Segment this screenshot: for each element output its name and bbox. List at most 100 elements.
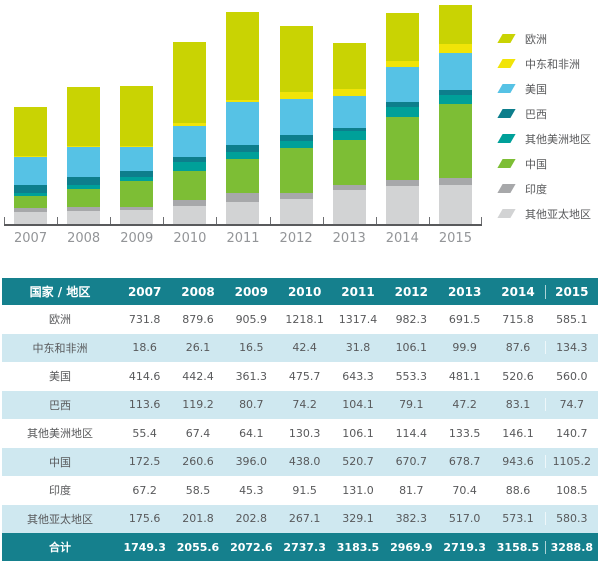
bar-segment-中东和非洲 xyxy=(438,43,472,53)
table-cell: 108.5 xyxy=(544,483,598,497)
axis-tick xyxy=(481,217,482,224)
legend-swatch-icon xyxy=(497,34,516,43)
table-cell: 2737.3 xyxy=(283,540,326,554)
stacked-bar-2011 xyxy=(226,11,260,224)
bar-segment-中国 xyxy=(438,104,472,179)
bar-segment-其他美洲地区 xyxy=(120,176,154,182)
table-cell: 201.8 xyxy=(182,512,214,526)
table-cell: 140.7 xyxy=(544,426,598,440)
bar-segment-印度 xyxy=(438,178,472,186)
table-cell: 643.3 xyxy=(342,369,374,383)
table-cell: 67.2 xyxy=(132,483,157,497)
table-cell: 329.1 xyxy=(342,512,374,526)
table-cell: 3183.5 xyxy=(336,540,380,554)
bar-segment-巴西 xyxy=(279,135,313,141)
bar-segment-美国 xyxy=(332,95,366,128)
bar-segment-中国 xyxy=(120,181,154,208)
table-cell: 67.4 xyxy=(185,426,211,440)
legend-item-印度: 印度 xyxy=(494,176,600,201)
x-axis-label-2014: 2014 xyxy=(385,231,419,246)
x-axis-label-2012: 2012 xyxy=(279,231,313,246)
axis-tick xyxy=(4,217,5,224)
legend-swatch-icon xyxy=(497,134,516,143)
row-label: 其他亚太地区 xyxy=(27,512,93,526)
legend-swatch-icon xyxy=(497,84,516,93)
table-cell: 2015 xyxy=(544,284,598,299)
table-header-row: 国家 / 地区 2007 2008 2009 2010 2011 2012 2013 2014 2… xyxy=(2,278,598,305)
table-cell: 26.1 xyxy=(185,341,211,355)
legend-label: 欧洲 xyxy=(525,32,547,46)
table-row-巴西: 巴西 113.6 119.2 80.7 74.2 104.1 79.1 47.2 83.1 74.… xyxy=(2,390,598,419)
bar-slot-2009 xyxy=(110,4,163,224)
bar-slot-2015 xyxy=(429,4,482,224)
row-label: 合计 xyxy=(49,541,71,554)
table-cell: 104.1 xyxy=(342,398,374,412)
table-cell: 520.6 xyxy=(502,369,534,383)
table-cell: 2014 xyxy=(501,284,535,299)
bar-segment-其他美洲地区 xyxy=(226,151,260,159)
bar-segment-其他亚太地区 xyxy=(67,210,101,224)
bar-segment-巴西 xyxy=(173,157,207,163)
chart-legend: 欧洲 中东和非洲 美国 巴西 其他美洲地区 中国 印度 其他亚太地区 xyxy=(494,26,600,226)
chart-plot-area xyxy=(4,4,482,226)
table-row-其他亚太地区: 其他亚太地区 175.6 201.8 202.8 267.1 329.1 382.3 517.… xyxy=(2,504,598,533)
bar-segment-巴西 xyxy=(67,176,101,185)
table-cell: 580.3 xyxy=(544,512,598,526)
bar-slot-2012 xyxy=(270,4,323,224)
bar-segment-中东和非洲 xyxy=(279,91,313,99)
table-cell: 2008 xyxy=(181,284,215,299)
bar-segment-中东和非洲 xyxy=(385,61,419,68)
bar-segment-其他亚太地区 xyxy=(226,202,260,224)
bar-slot-2013 xyxy=(323,4,376,224)
legend-swatch-icon xyxy=(497,159,516,168)
table-cell: 670.7 xyxy=(395,455,428,469)
bar-segment-巴西 xyxy=(120,171,154,177)
table-cell: 475.7 xyxy=(288,369,321,383)
table-cell: 58.5 xyxy=(185,483,211,497)
axis-tick xyxy=(216,217,218,224)
axis-tick xyxy=(163,217,165,224)
bar-segment-巴西 xyxy=(14,185,48,193)
table-row-美国: 美国 414.6 442.4 361.3 475.7 643.3 553.3 481.1 520… xyxy=(2,362,598,391)
x-axis-labels: 2007 2008 2009 2010 2011 2012 2013 2014 2015 xyxy=(4,231,482,246)
bar-segment-其他亚太地区 xyxy=(173,206,207,224)
table-cell: 42.4 xyxy=(292,341,317,355)
bar-segment-其他亚太地区 xyxy=(438,185,472,224)
table-cell: 2009 xyxy=(234,284,269,299)
table-cell: 1105.2 xyxy=(544,455,598,469)
table-cell: 267.1 xyxy=(288,512,321,526)
legend-label: 美国 xyxy=(525,82,547,96)
table-cell: 2007 xyxy=(127,284,162,299)
x-axis-label-2015: 2015 xyxy=(438,231,472,246)
x-axis-label-2010: 2010 xyxy=(173,231,207,246)
bar-segment-欧洲 xyxy=(438,4,472,44)
bar-segment-中国 xyxy=(67,189,101,207)
row-label: 印度 xyxy=(49,484,71,498)
axis-tick xyxy=(322,217,324,224)
table-cell: 2011 xyxy=(341,284,375,299)
table-cell: 438.0 xyxy=(288,455,321,469)
table-cell: 146.1 xyxy=(502,426,534,440)
legend-label: 中东和非洲 xyxy=(525,57,580,71)
axis-tick xyxy=(375,217,377,224)
bar-segment-印度 xyxy=(14,207,48,213)
bar-segment-美国 xyxy=(385,67,419,102)
table-cell: 560.0 xyxy=(544,369,598,383)
table-cell: 2072.6 xyxy=(230,540,273,554)
bar-segment-美国 xyxy=(279,98,313,136)
table-cell: 81.7 xyxy=(399,483,424,497)
table-cell: 943.6 xyxy=(502,455,534,469)
table-cell: 1317.4 xyxy=(338,312,378,326)
bar-segment-其他亚太地区 xyxy=(120,210,154,224)
row-label: 巴西 xyxy=(49,398,71,412)
stacked-bar-2008 xyxy=(67,87,101,224)
table-total-row: 合计 1749.3 2055.6 2072.6 2737.3 3183.5 2969.9 27… xyxy=(2,533,598,561)
legend-item-中国: 中国 xyxy=(494,151,600,176)
legend-swatch-icon xyxy=(497,209,516,218)
bar-segment-其他美洲地区 xyxy=(332,130,366,140)
bar-segment-其他美洲地区 xyxy=(385,107,419,117)
table-cell: 74.2 xyxy=(292,398,317,412)
bar-segment-美国 xyxy=(438,52,472,91)
bar-segment-巴西 xyxy=(226,144,260,152)
table-cell: 3158.5 xyxy=(496,540,540,554)
